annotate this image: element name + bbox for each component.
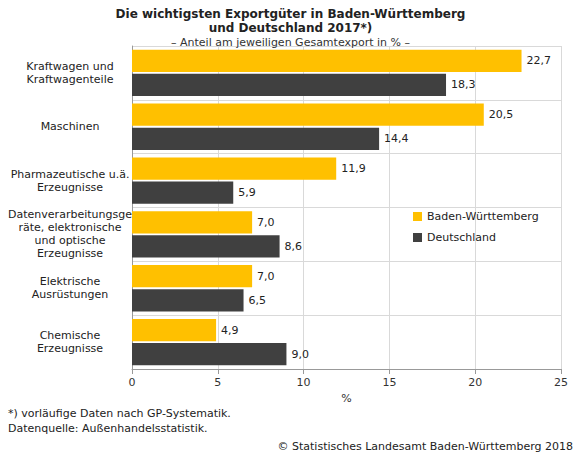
- svg-text:Chemische: Chemische: [40, 329, 101, 342]
- svg-text:10: 10: [297, 376, 311, 389]
- svg-text:Erzeugnisse: Erzeugnisse: [37, 247, 103, 260]
- svg-text:15: 15: [382, 376, 396, 389]
- svg-text:7,0: 7,0: [257, 270, 275, 283]
- svg-text:– Anteil am jeweiligen Gesamte: – Anteil am jeweiligen Gesamtexport in %…: [171, 36, 410, 49]
- svg-text:5: 5: [214, 376, 221, 389]
- svg-text:20,5: 20,5: [489, 108, 514, 121]
- svg-text:Datenquelle: Außenhandelsstati: Datenquelle: Außenhandelsstatistik.: [8, 422, 208, 435]
- svg-text:14,4: 14,4: [384, 132, 409, 145]
- svg-text:9,0: 9,0: [291, 348, 309, 361]
- svg-text:Elektrische: Elektrische: [40, 275, 101, 288]
- svg-text:Erzeugnisse: Erzeugnisse: [37, 342, 103, 355]
- svg-text:Baden-Württemberg: Baden-Württemberg: [427, 210, 539, 223]
- svg-text:Erzeugnisse: Erzeugnisse: [37, 181, 103, 194]
- svg-text:Datenverarbeitungsge: Datenverarbeitungsge: [8, 208, 132, 221]
- svg-text:7,0: 7,0: [257, 216, 275, 229]
- svg-text:22,7: 22,7: [527, 54, 552, 67]
- svg-text:Die wichtigsten Exportgüter in: Die wichtigsten Exportgüter in Baden-Wür…: [116, 7, 466, 21]
- svg-text:Maschinen: Maschinen: [41, 120, 100, 133]
- svg-text:18,3: 18,3: [451, 78, 476, 91]
- svg-text:5,9: 5,9: [238, 186, 256, 199]
- svg-text:und Deutschland 2017*): und Deutschland 2017*): [209, 21, 373, 35]
- svg-text:*) vorläufige Daten nach GP-Sy: *) vorläufige Daten nach GP-Systematik.: [8, 407, 231, 420]
- svg-text:6,5: 6,5: [249, 294, 266, 307]
- svg-text:8,6: 8,6: [285, 240, 303, 253]
- svg-text:Kraftwagenteile: Kraftwagenteile: [27, 73, 114, 86]
- svg-text:Kraftwagen und: Kraftwagen und: [26, 60, 113, 73]
- svg-text:Ausrüstungen: Ausrüstungen: [32, 288, 108, 301]
- svg-text:und optische: und optische: [34, 234, 105, 247]
- svg-text:25: 25: [554, 376, 568, 389]
- svg-text:Pharmazeutische u.ä.: Pharmazeutische u.ä.: [11, 168, 130, 181]
- svg-text:Deutschland: Deutschland: [427, 231, 496, 244]
- svg-text:0: 0: [129, 376, 136, 389]
- svg-text:© Statistisches Landesamt Bade: © Statistisches Landesamt Baden-Württemb…: [277, 440, 573, 453]
- svg-text:20: 20: [468, 376, 482, 389]
- svg-text:11,9: 11,9: [341, 162, 366, 175]
- svg-text:räte, elektronische: räte, elektronische: [18, 221, 121, 234]
- svg-text:%: %: [341, 392, 351, 405]
- svg-text:4,9: 4,9: [221, 324, 239, 337]
